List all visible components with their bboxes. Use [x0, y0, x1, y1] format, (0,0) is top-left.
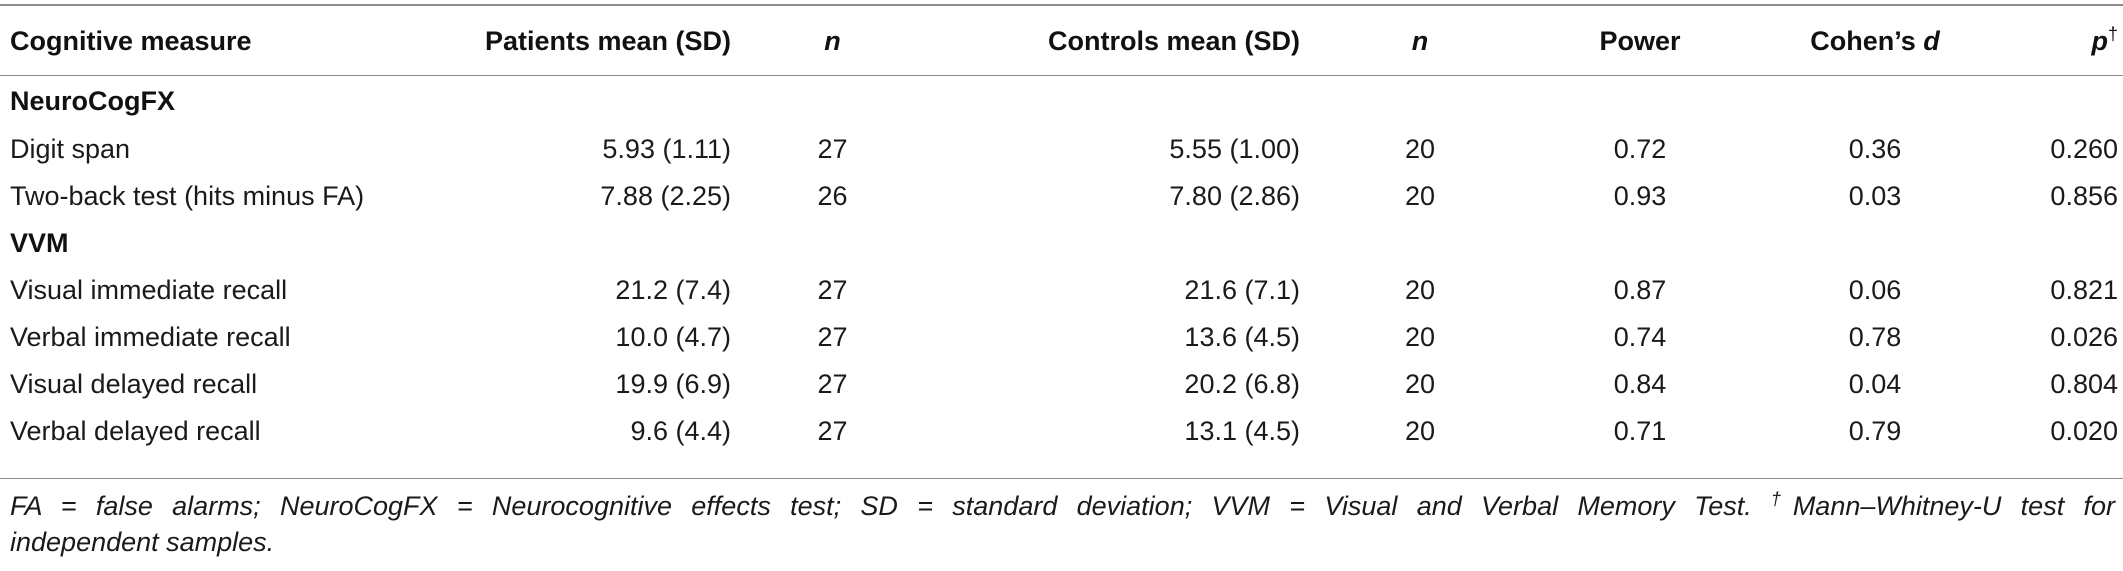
cell-patients-mean: 7.88 (2.25) — [600, 181, 731, 211]
table-header-rule — [0, 75, 2123, 76]
header-cohens-d-symbol: d — [1923, 25, 1940, 56]
cell-measure: Visual immediate recall — [10, 275, 288, 305]
header-patients-mean: Patients mean (SD) — [484, 25, 731, 56]
footnote-abbreviations: FA = false alarms; NeuroCogFX = Neurocog… — [10, 491, 1771, 521]
cell-p-value: 0.804 — [2050, 369, 2118, 399]
table-row: Verbal delayed recall 9.6 (4.4) 27 13.1 … — [0, 408, 2123, 455]
cell-p-value: 0.020 — [2050, 416, 2118, 446]
table-row: Digit span 5.93 (1.11) 27 5.55 (1.00) 20… — [0, 126, 2123, 173]
cell-controls-n: 20 — [1404, 322, 1436, 352]
cell-patients-mean: 9.6 (4.4) — [630, 416, 731, 446]
cell-controls-mean: 21.6 (7.1) — [1184, 275, 1300, 305]
cell-power: 0.84 — [1613, 369, 1667, 399]
table-row: Two-back test (hits minus FA) 7.88 (2.25… — [0, 173, 2123, 220]
cell-patients-n: 27 — [817, 369, 848, 399]
header-controls-n-label: n — [1411, 25, 1429, 56]
footnote-test-note: Mann–Whitney-U test for — [1792, 491, 2115, 521]
cell-measure: Verbal immediate recall — [10, 322, 291, 352]
cell-patients-n: 27 — [817, 134, 848, 164]
cell-controls-mean: 13.1 (4.5) — [1184, 416, 1300, 446]
cell-patients-n: 27 — [817, 322, 848, 352]
table-row: Visual immediate recall 21.2 (7.4) 27 21… — [0, 267, 2123, 314]
footnote-line-1: FA = false alarms; NeuroCogFX = Neurocog… — [10, 488, 2115, 524]
cell-power: 0.72 — [1613, 134, 1667, 164]
section-row-neurocogfx: NeuroCogFX — [0, 76, 2123, 126]
cell-patients-mean: 19.9 (6.9) — [615, 369, 731, 399]
header-power: Power — [1599, 25, 1681, 56]
cell-patients-mean: 5.93 (1.11) — [602, 134, 731, 164]
section-title: NeuroCogFX — [10, 85, 175, 116]
cell-patients-mean: 10.0 (4.7) — [615, 322, 731, 352]
cell-cohens-d: 0.78 — [1848, 322, 1902, 352]
cell-controls-n: 20 — [1404, 416, 1436, 446]
table-row: Verbal immediate recall 10.0 (4.7) 27 13… — [0, 314, 2123, 361]
cell-power: 0.93 — [1613, 181, 1667, 211]
cell-patients-mean: 21.2 (7.4) — [615, 275, 731, 305]
cell-cohens-d: 0.04 — [1848, 369, 1902, 399]
cell-controls-n: 20 — [1404, 134, 1436, 164]
header-controls-mean: Controls mean (SD) — [1047, 25, 1300, 56]
table-row: Visual delayed recall 19.9 (6.9) 27 20.2… — [0, 361, 2123, 408]
cell-measure: Digit span — [10, 134, 131, 164]
cell-power: 0.74 — [1613, 322, 1667, 352]
cell-controls-mean: 13.6 (4.5) — [1184, 322, 1300, 352]
section-row-vvm: VVM — [0, 220, 2123, 267]
header-p-value: p† — [1990, 6, 2123, 76]
header-controls-n: n — [1320, 6, 1520, 76]
footnote-line-2: independent samples. — [10, 527, 275, 557]
cell-power: 0.87 — [1613, 275, 1667, 305]
table-footnote: FA = false alarms; NeuroCogFX = Neurocog… — [10, 488, 2115, 560]
section-title: VVM — [10, 228, 69, 258]
header-p-symbol: p — [2091, 25, 2108, 56]
cell-controls-mean: 7.80 (2.86) — [1169, 181, 1300, 211]
table-top-rule — [0, 4, 2123, 6]
cell-p-value: 0.026 — [2050, 322, 2118, 352]
cell-measure: Two-back test (hits minus FA) — [10, 181, 365, 211]
cell-p-value: 0.856 — [2050, 181, 2118, 211]
cell-cohens-d: 0.36 — [1848, 134, 1902, 164]
cell-measure: Verbal delayed recall — [10, 416, 261, 446]
cell-controls-mean: 5.55 (1.00) — [1169, 134, 1300, 164]
header-cohens-d: Cohen’s d — [1760, 6, 1990, 76]
cell-patients-n: 27 — [817, 275, 848, 305]
header-patients-n: n — [765, 6, 900, 76]
cell-measure: Visual delayed recall — [10, 369, 258, 399]
cognitive-results-table: Cognitive measure Patients mean (SD) n C… — [0, 6, 2123, 455]
cell-controls-n: 20 — [1404, 369, 1436, 399]
header-patients-n-label: n — [824, 25, 841, 56]
header-cohens-prefix: Cohen’s — [1810, 25, 1924, 56]
table-body: NeuroCogFX Digit span 5.93 (1.11) 27 5.5… — [0, 76, 2123, 455]
cell-patients-n: 27 — [817, 416, 848, 446]
cell-cohens-d: 0.03 — [1848, 181, 1902, 211]
table-bottom-rule — [0, 478, 2123, 479]
cell-power: 0.71 — [1613, 416, 1667, 446]
cell-p-value: 0.260 — [2050, 134, 2118, 164]
header-p-dagger: † — [2107, 23, 2118, 44]
header-cognitive-measure: Cognitive measure — [10, 25, 252, 56]
table-header-row: Cognitive measure Patients mean (SD) n C… — [0, 6, 2123, 76]
cell-p-value: 0.821 — [2050, 275, 2118, 305]
cell-cohens-d: 0.79 — [1848, 416, 1902, 446]
cell-cohens-d: 0.06 — [1848, 275, 1902, 305]
cell-controls-n: 20 — [1404, 275, 1436, 305]
cell-controls-mean: 20.2 (6.8) — [1184, 369, 1300, 399]
cell-controls-n: 20 — [1404, 181, 1436, 211]
footnote-dagger: † — [1771, 489, 1793, 509]
cell-patients-n: 26 — [817, 181, 848, 211]
